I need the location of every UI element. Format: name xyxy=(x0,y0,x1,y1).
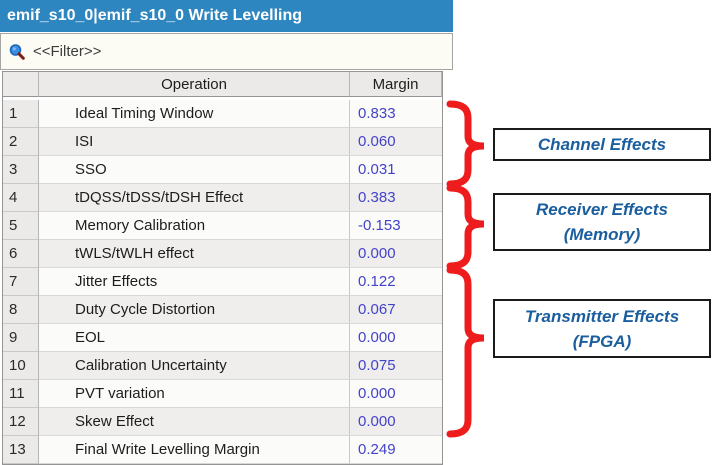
filter-input[interactable]: <<Filter>> xyxy=(0,33,453,70)
callout-label: Channel Effects xyxy=(537,134,667,154)
operation-cell: Skew Effect xyxy=(39,408,350,436)
margin-cell: 0.833 xyxy=(350,100,442,128)
margin-table: Operation Margin 1 Ideal Timing Window 0… xyxy=(2,71,443,465)
row-number[interactable]: 1 xyxy=(3,100,39,128)
group-braces xyxy=(446,100,485,438)
row-number[interactable]: 2 xyxy=(3,128,39,156)
row-number[interactable]: 10 xyxy=(3,352,39,380)
filter-placeholder: <<Filter>> xyxy=(33,43,102,60)
operation-cell: PVT variation xyxy=(39,380,350,408)
margin-cell: 0.122 xyxy=(350,268,442,296)
callout-receiver-effects: Receiver Effects (Memory) xyxy=(493,193,711,251)
brace-channel-effects xyxy=(446,100,485,188)
margin-cell: 0.067 xyxy=(350,296,442,324)
operation-cell: Ideal Timing Window xyxy=(39,100,350,128)
callout-sublabel: (FPGA) xyxy=(572,331,632,351)
margin-cell: 0.000 xyxy=(350,324,442,352)
margin-cell: 0.383 xyxy=(350,184,442,212)
margin-cell: 0.000 xyxy=(350,408,442,436)
callout-channel-effects: Channel Effects xyxy=(493,128,711,161)
operation-cell: tDQSS/tDSS/tDSH Effect xyxy=(39,184,350,212)
operation-cell: Final Write Levelling Margin xyxy=(39,436,350,464)
callout-label: Transmitter Effects xyxy=(524,306,680,326)
operation-cell: Jitter Effects xyxy=(39,268,350,296)
panel-title: emif_s10_0|emif_s10_0 Write Levelling xyxy=(0,0,453,32)
row-number[interactable]: 4 xyxy=(3,184,39,212)
margin-cell: 0.031 xyxy=(350,156,442,184)
operation-cell: tWLS/tWLH effect xyxy=(39,240,350,268)
row-number[interactable]: 3 xyxy=(3,156,39,184)
row-number[interactable]: 5 xyxy=(3,212,39,240)
callout-sublabel: (Memory) xyxy=(563,225,641,244)
column-header-margin[interactable]: Margin xyxy=(350,72,442,97)
operation-cell: Calibration Uncertainty xyxy=(39,352,350,380)
brace-transmitter-effects xyxy=(446,266,485,438)
margin-cell: 0.000 xyxy=(350,380,442,408)
row-number[interactable]: 9 xyxy=(3,324,39,352)
search-icon xyxy=(9,43,25,60)
row-number[interactable]: 8 xyxy=(3,296,39,324)
row-number[interactable]: 11 xyxy=(3,380,39,408)
operation-cell: SSO xyxy=(39,156,350,184)
column-header-rownum[interactable] xyxy=(3,72,39,97)
operation-cell: ISI xyxy=(39,128,350,156)
callout-transmitter-effects: Transmitter Effects (FPGA) xyxy=(493,299,711,358)
row-number[interactable]: 12 xyxy=(3,408,39,436)
margin-cell: 0.249 xyxy=(350,436,442,464)
brace-receiver-effects xyxy=(446,184,485,270)
operation-cell: EOL xyxy=(39,324,350,352)
callout-label: Receiver Effects xyxy=(536,200,668,219)
margin-cell: -0.153 xyxy=(350,212,442,240)
margin-cell: 0.000 xyxy=(350,240,442,268)
operation-cell: Memory Calibration xyxy=(39,212,350,240)
column-header-operation[interactable]: Operation xyxy=(39,72,350,97)
row-number[interactable]: 6 xyxy=(3,240,39,268)
margin-cell: 0.060 xyxy=(350,128,442,156)
margin-cell: 0.075 xyxy=(350,352,442,380)
operation-cell: Duty Cycle Distortion xyxy=(39,296,350,324)
row-number[interactable]: 13 xyxy=(3,436,39,464)
row-number[interactable]: 7 xyxy=(3,268,39,296)
